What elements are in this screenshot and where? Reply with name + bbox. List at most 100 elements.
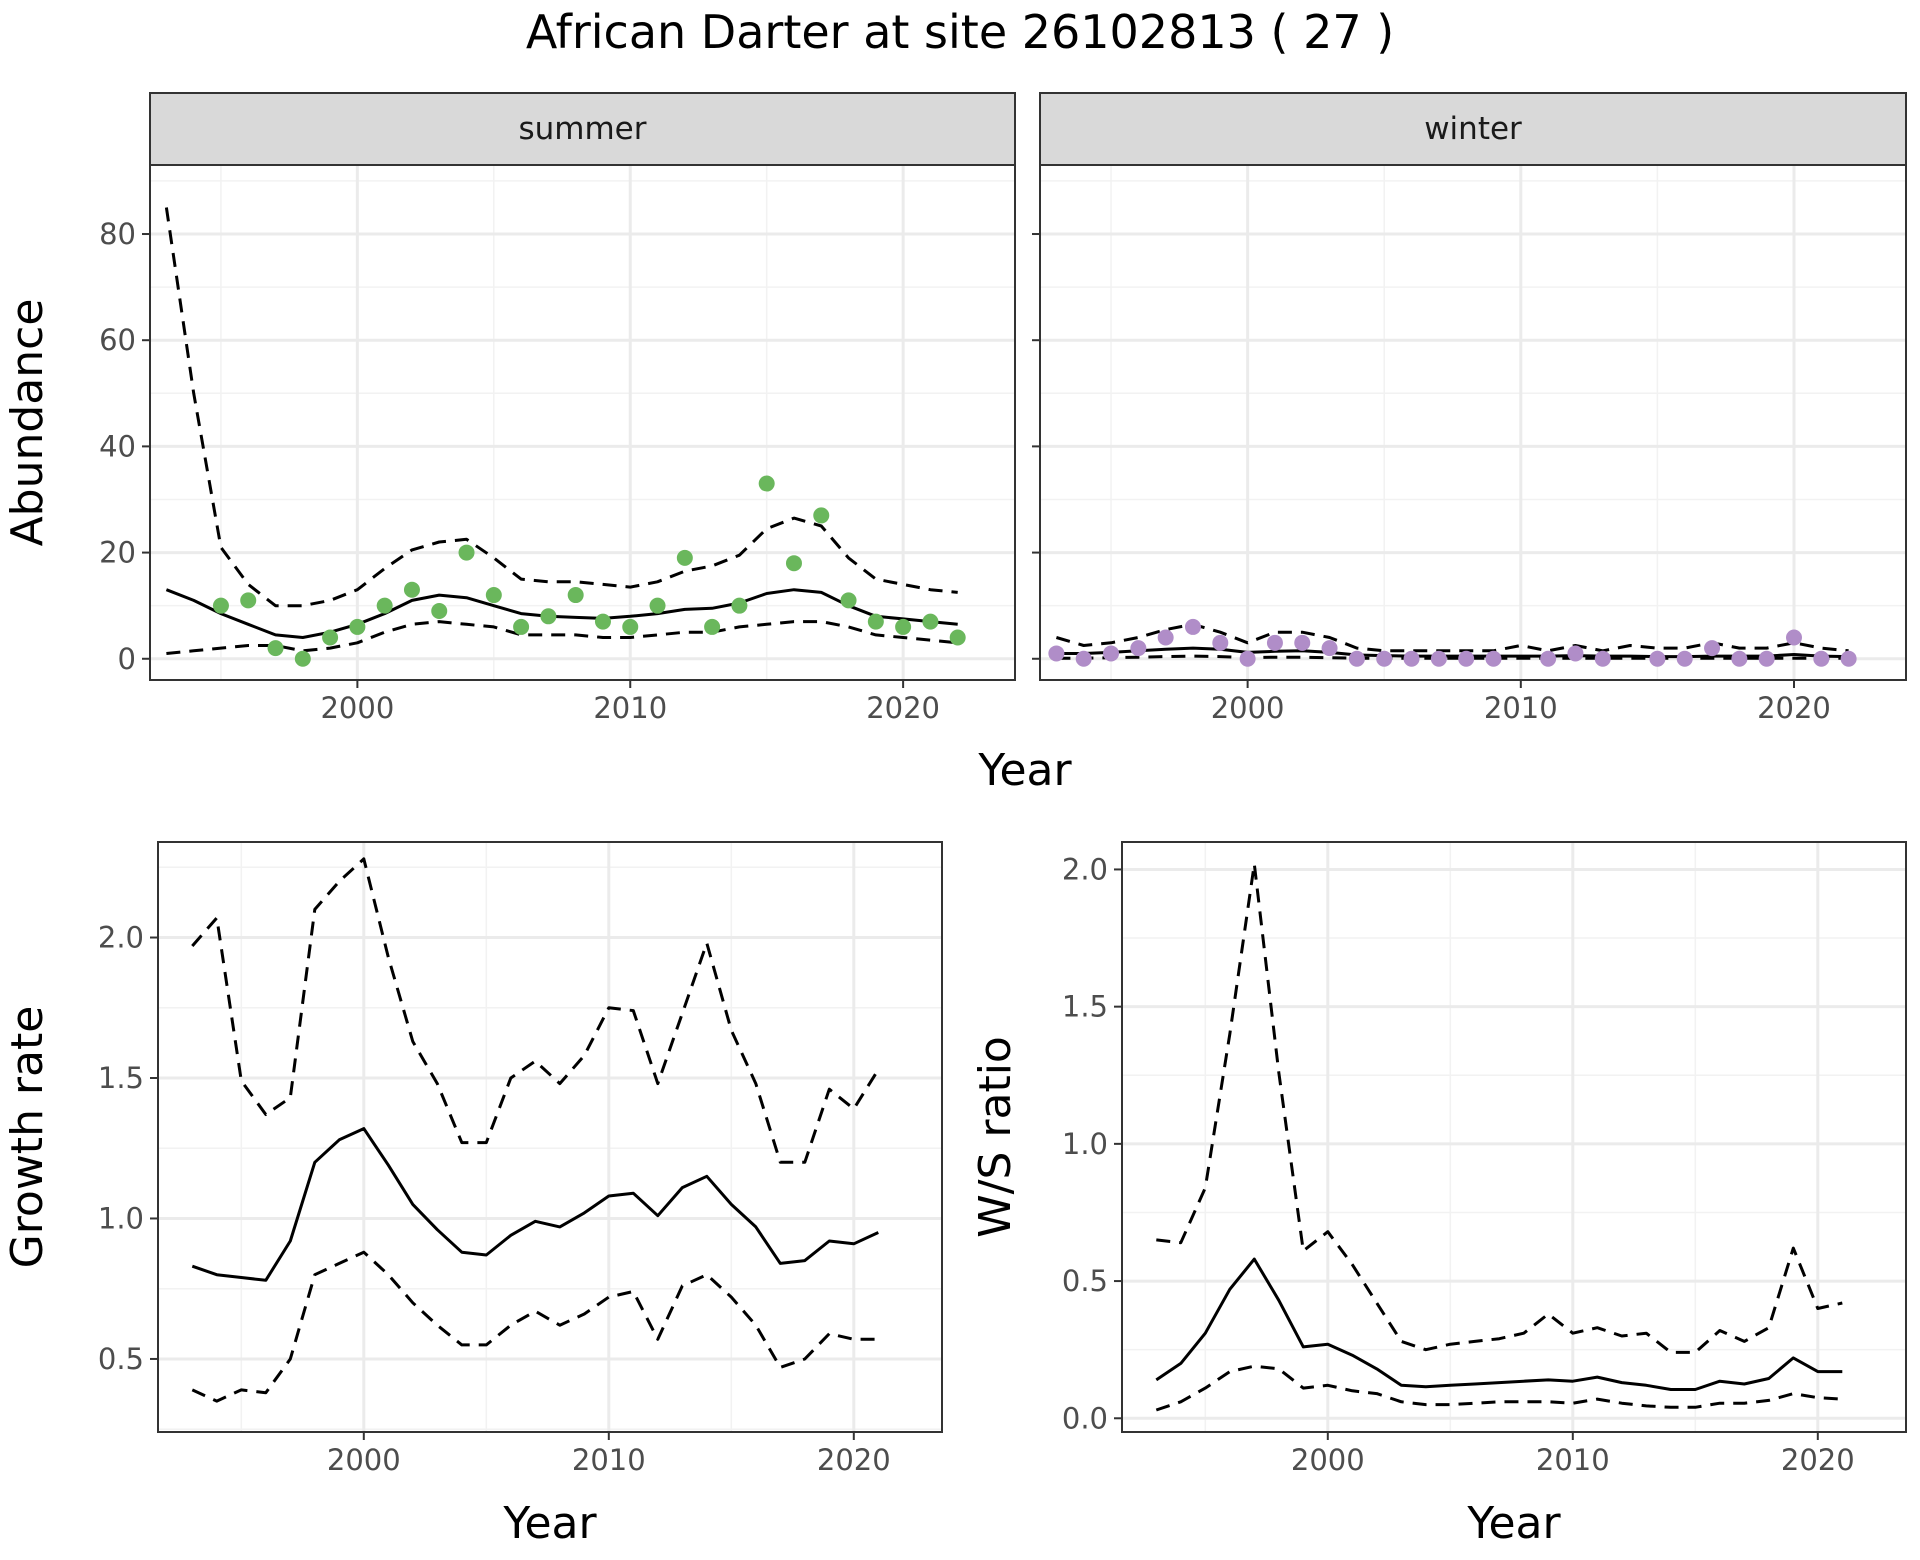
data-point bbox=[1130, 640, 1147, 657]
y-tick-label: 1.5 bbox=[98, 1061, 144, 1095]
data-point bbox=[1157, 629, 1174, 646]
data-point bbox=[813, 507, 830, 524]
y-axis-title: Growth rate bbox=[2, 1006, 53, 1269]
lower-bound-line bbox=[166, 620, 958, 655]
data-point bbox=[1540, 650, 1557, 667]
facet-x-axis-title: Year bbox=[977, 745, 1072, 796]
data-point bbox=[922, 613, 939, 630]
data-point bbox=[322, 629, 339, 646]
data-point bbox=[1840, 650, 1857, 667]
y-tick-label: 0.0 bbox=[1062, 1401, 1108, 1435]
data-point bbox=[1048, 645, 1065, 662]
facet-strip bbox=[149, 92, 1016, 166]
data-point bbox=[567, 587, 584, 604]
fit-line bbox=[165, 588, 958, 639]
data-point bbox=[540, 608, 557, 625]
data-point bbox=[403, 581, 420, 598]
y-tick-label: 2.0 bbox=[1062, 852, 1108, 886]
panel-border bbox=[1039, 164, 1907, 681]
x-tick-label: 2010 bbox=[572, 1443, 646, 1477]
data-point bbox=[1649, 650, 1666, 667]
data-point bbox=[1403, 650, 1420, 667]
x-tick-label: 2000 bbox=[1291, 1443, 1365, 1477]
panels: 2000 2010 2020020406080summerAbundance2000… bbox=[2, 92, 1907, 1549]
data-point bbox=[212, 597, 229, 614]
upper-bound-line bbox=[1055, 622, 1849, 653]
data-point bbox=[1704, 640, 1721, 657]
data-point bbox=[1376, 650, 1393, 667]
data-point bbox=[840, 592, 857, 609]
data-point bbox=[240, 592, 257, 609]
data-point bbox=[1813, 650, 1830, 667]
data-point bbox=[1103, 645, 1120, 662]
data-point bbox=[867, 613, 884, 630]
x-tick-label: 2000 bbox=[320, 691, 394, 725]
ws-ratio-line bbox=[1155, 1257, 1843, 1391]
x-tick-label: 2020 bbox=[817, 1443, 891, 1477]
data-point bbox=[704, 618, 721, 635]
data-point bbox=[1731, 650, 1748, 667]
growth-lower-line bbox=[191, 1250, 879, 1403]
y-tick-label: 0.5 bbox=[1062, 1264, 1108, 1298]
x-tick-label: 2000 bbox=[1211, 691, 1285, 725]
data-point bbox=[1075, 650, 1092, 667]
data-point bbox=[731, 597, 748, 614]
x-tick-label: 2010 bbox=[1536, 1443, 1610, 1477]
data-point bbox=[1676, 650, 1693, 667]
data-point bbox=[1348, 650, 1365, 667]
ws-lower-line bbox=[1155, 1364, 1843, 1412]
y-tick-label: 0 bbox=[118, 642, 136, 676]
summer-panel: 2000 2010 2020 0 20 40 60 80 summer Abundance bbox=[2, 92, 1016, 725]
data-point bbox=[758, 475, 775, 492]
data-point bbox=[267, 640, 284, 657]
y-tick-label: 0.5 bbox=[98, 1342, 144, 1376]
winter-panel: 2000 2010 2020 winter bbox=[1032, 92, 1907, 725]
data-point bbox=[1458, 650, 1475, 667]
y-tick-label: 1.5 bbox=[1062, 990, 1108, 1024]
data-point bbox=[1594, 650, 1611, 667]
data-point bbox=[594, 613, 611, 630]
x-axis-title: Year bbox=[1466, 1498, 1561, 1549]
y-tick-label: 1.0 bbox=[1062, 1127, 1108, 1161]
data-point bbox=[949, 629, 966, 646]
data-point bbox=[1239, 650, 1256, 667]
growth-rate-panel: 2000 2010 2020 0.5 1.0 1.5 2.0 Year Growth rate bbox=[2, 841, 943, 1549]
figure-title: African Darter at site 26102813 ( 27 ) bbox=[526, 5, 1394, 59]
x-tick-label: 2020 bbox=[1781, 1443, 1855, 1477]
fit-line bbox=[1056, 646, 1849, 659]
growth-rate-line bbox=[191, 1127, 879, 1282]
y-tick-label: 20 bbox=[99, 536, 136, 570]
data-point bbox=[1485, 650, 1502, 667]
data-point bbox=[1321, 640, 1338, 657]
growth-upper-line bbox=[191, 857, 880, 1164]
x-tick-label: 2020 bbox=[1757, 691, 1831, 725]
data-point bbox=[1758, 650, 1775, 667]
facet-strip bbox=[1039, 92, 1907, 166]
y-axis-title: W/S ratio bbox=[970, 1036, 1021, 1238]
ws-ratio-panel: 2000 2010 2020 0.0 0.5 1.0 1.5 2.0 Year W/S ratio bbox=[970, 841, 1907, 1549]
x-tick-label: 2000 bbox=[327, 1443, 401, 1477]
data-point bbox=[622, 618, 639, 635]
facet-strip-label: summer bbox=[518, 111, 646, 147]
data-point bbox=[1567, 645, 1584, 662]
x-tick-label: 2020 bbox=[866, 691, 940, 725]
data-point bbox=[895, 618, 912, 635]
facet-strip-label: winter bbox=[1424, 111, 1522, 147]
x-tick-label: 2010 bbox=[593, 691, 667, 725]
data-point bbox=[431, 602, 448, 619]
data-point bbox=[676, 549, 693, 566]
panel-border bbox=[149, 164, 1016, 681]
data-point bbox=[349, 618, 366, 635]
y-tick-label: 40 bbox=[99, 429, 136, 463]
data-point bbox=[294, 650, 311, 667]
y-axis-title: Abundance bbox=[2, 299, 53, 547]
x-axis-title: Year bbox=[502, 1498, 597, 1549]
y-tick-label: 2.0 bbox=[98, 921, 144, 955]
panel-border bbox=[1121, 841, 1907, 1433]
ws-upper-line bbox=[1156, 862, 1843, 1354]
data-point bbox=[1430, 650, 1447, 667]
data-point bbox=[649, 597, 666, 614]
y-tick-label: 1.0 bbox=[98, 1201, 144, 1235]
data-point bbox=[1294, 634, 1311, 651]
